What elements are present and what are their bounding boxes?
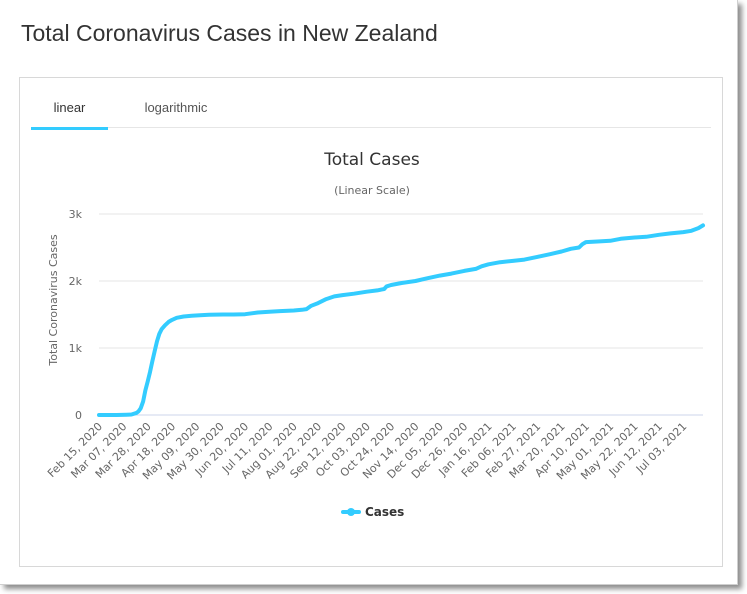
page-title: Total Coronavirus Cases in New Zealand (21, 20, 438, 46)
scale-tabs: linear logarithmic (31, 78, 711, 130)
cases-series-line (97, 223, 705, 417)
legend-marker-dot (347, 508, 355, 516)
window-frame: Total Coronavirus Cases in New Zealand l… (0, 0, 738, 585)
legend-label: Cases (365, 505, 404, 519)
tab-logarithmic[interactable]: logarithmic (144, 100, 208, 115)
grid-lines (99, 213, 703, 416)
cases-chart: Total Cases (Linear Scale) Total Coronav… (45, 150, 705, 519)
y-tick-label: 3k (69, 208, 83, 221)
legend[interactable]: Cases (341, 505, 404, 519)
chart-subtitle: (Linear Scale) (334, 184, 410, 197)
y-tick-label: 2k (69, 275, 83, 288)
chart-title: Total Cases (323, 150, 420, 170)
y-tick-labels: 0 1k 2k 3k (69, 208, 83, 422)
y-tick-label: 0 (75, 409, 82, 422)
tab-linear[interactable]: linear (31, 78, 108, 130)
y-axis-label: Total Coronavirus Cases (47, 234, 60, 367)
chart-panel: linear logarithmic Total Cases (Linear S… (19, 77, 723, 567)
y-tick-label: 1k (69, 342, 83, 355)
